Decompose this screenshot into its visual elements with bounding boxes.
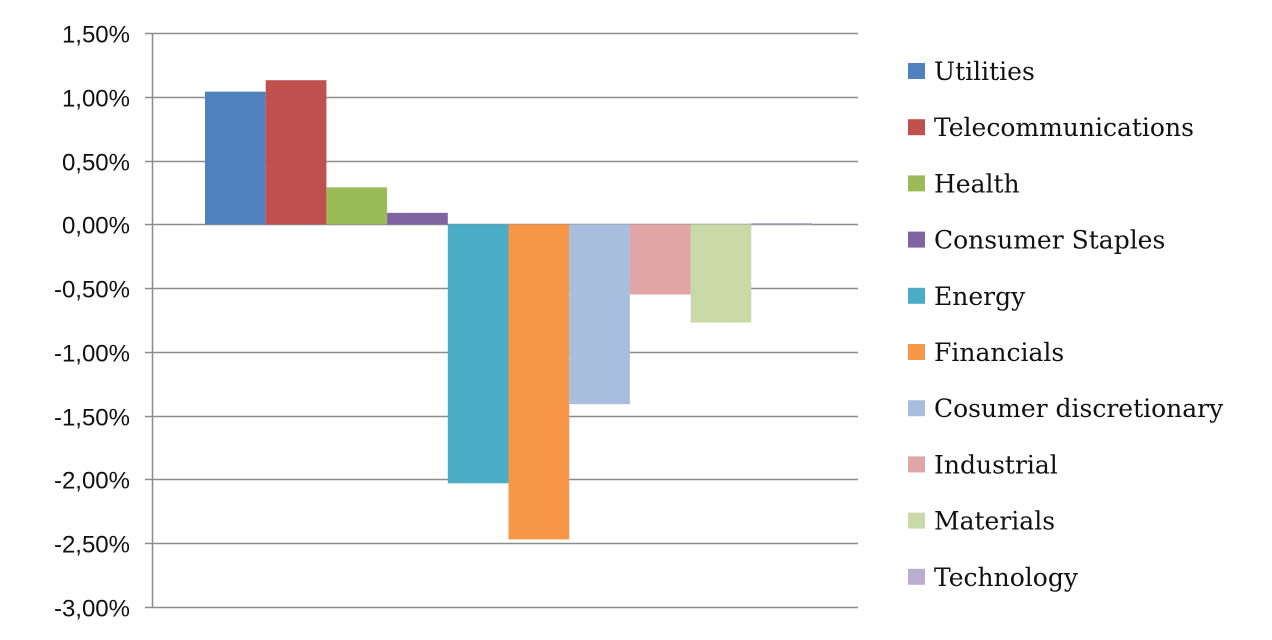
legend-label: Cosumer discretionary xyxy=(934,394,1224,423)
bar-financials xyxy=(508,224,570,540)
bar-utilities xyxy=(205,91,266,225)
y-axis-tick-labels: 1,50% 1,00% 0,50% 0,00% -0,50% -1,00% -1,50% -2… xyxy=(54,22,130,623)
legend: Utilities Telecommunications Health Consume… xyxy=(908,57,1224,592)
legend-label: Telecommunications xyxy=(934,113,1194,142)
y-tick-label: -2,00% xyxy=(54,468,130,495)
bar-technology xyxy=(751,223,812,225)
bar-industrial xyxy=(629,224,691,295)
legend-label: Utilities xyxy=(934,57,1035,86)
y-tick-label: -1,00% xyxy=(54,341,130,368)
y-tick-label: -0,50% xyxy=(54,277,130,304)
bar-materials xyxy=(690,224,752,323)
legend-label: Industrial xyxy=(934,450,1058,479)
bar-energy xyxy=(447,224,509,484)
legend-swatch xyxy=(908,231,925,248)
y-tick-label: -3,00% xyxy=(54,596,130,623)
bar-cosumer-discretionary xyxy=(569,224,630,405)
legend-swatch xyxy=(908,287,925,304)
legend-label: Energy xyxy=(934,282,1026,311)
legend-label: Materials xyxy=(934,507,1055,536)
legend-swatch xyxy=(908,568,925,585)
legend-swatch xyxy=(908,344,925,360)
legend-label: Health xyxy=(934,169,1020,198)
legend-swatch xyxy=(908,119,925,136)
legend-swatch xyxy=(908,175,925,192)
legend-label: Consumer Staples xyxy=(934,226,1165,255)
bar-consumer-staples xyxy=(387,212,448,225)
legend-label: Technology xyxy=(934,563,1079,592)
legend-swatch xyxy=(908,63,925,79)
legend-swatch xyxy=(908,400,925,417)
y-tick-label: 0,50% xyxy=(62,150,130,177)
y-tick-label: -1,50% xyxy=(54,405,130,432)
bar-telecommunications xyxy=(265,80,327,225)
y-tick-label: 0,00% xyxy=(62,213,130,240)
legend-label: Financials xyxy=(934,338,1064,367)
legend-swatch xyxy=(908,512,925,529)
bars xyxy=(205,80,812,540)
legend-swatch xyxy=(908,456,925,473)
y-tick-label: 1,50% xyxy=(62,22,130,49)
y-tick-label: -2,50% xyxy=(54,532,130,559)
y-tick-label: 1,00% xyxy=(62,86,130,113)
bar-health xyxy=(326,187,388,225)
